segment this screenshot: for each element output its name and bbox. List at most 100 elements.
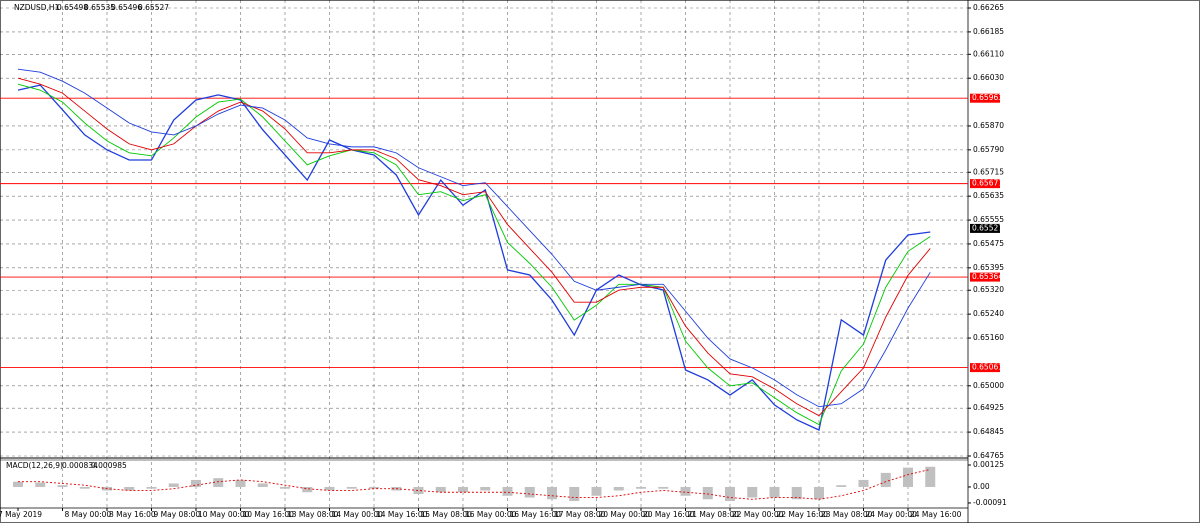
- macd-bar: [636, 486, 646, 489]
- x-tick-label: 8 May 00:00: [65, 510, 112, 519]
- y-tick-label: 0.65715: [973, 167, 1004, 176]
- low: 0.65496: [111, 3, 142, 12]
- y-tick-label: 0.65635: [973, 191, 1004, 200]
- macd-bar: [168, 483, 179, 487]
- current-price-tag: [970, 223, 1000, 233]
- current-price: 0.65527: [972, 223, 1003, 232]
- y-tick-label: 0.65000: [973, 381, 1004, 390]
- macd-bar: [302, 486, 313, 493]
- macd-bar: [747, 486, 758, 498]
- macd-bar: [480, 486, 491, 491]
- x-tick-label: 9 May 08:00: [154, 510, 201, 519]
- y-tick-label: 0.65160: [973, 333, 1004, 342]
- x-tick-label: 13 May 08:00: [287, 510, 339, 519]
- x-tick-label: 14 May 00:00: [332, 510, 384, 519]
- macd-bar: [346, 486, 357, 489]
- macd-bar: [458, 486, 468, 493]
- y-tick-label: 0.64845: [973, 427, 1004, 436]
- macd-bar: [613, 486, 624, 491]
- high: 0.65535: [84, 3, 115, 12]
- level-tag: [970, 179, 1000, 189]
- y-tick-label: 0.65320: [973, 285, 1004, 294]
- close: 0.65527: [138, 3, 169, 12]
- macd-bar: [124, 486, 135, 491]
- y-tick-label: 0.66030: [973, 73, 1004, 82]
- macd-bar: [435, 486, 446, 493]
- y-tick-label: 0.66265: [973, 3, 1004, 12]
- level-tag: [970, 272, 1000, 282]
- moving-average: [17, 83, 931, 426]
- macd-bar: [324, 486, 335, 491]
- macd-bar: [257, 483, 268, 487]
- moving-average: [17, 68, 931, 408]
- level-label: 0.65677: [972, 179, 1003, 188]
- macd-bar: [79, 486, 90, 489]
- level-label: 0.65061: [972, 363, 1003, 372]
- y-tick-label: 0.65240: [973, 309, 1004, 318]
- y-tick-label: 0.65475: [973, 239, 1004, 248]
- open: 0.65498: [57, 3, 88, 12]
- macd-bar: [702, 486, 713, 500]
- symbol: NZDUSD,H1: [14, 3, 60, 12]
- macd-bar: [836, 485, 847, 487]
- x-tick-label: 22 May 00:00: [732, 510, 784, 519]
- y-tick-label: 0.64925: [973, 403, 1004, 412]
- y-tick-label: 0.00125: [973, 460, 1004, 469]
- y-tick-label: 0.00: [973, 482, 990, 491]
- macd-bar: [502, 486, 513, 496]
- y-tick-label: 0.66185: [973, 27, 1004, 36]
- macd-bar: [769, 486, 780, 498]
- macd-signal: 0.000985: [91, 461, 127, 470]
- x-tick-label: 20 May 16:00: [643, 510, 695, 519]
- y-tick-label: 0.65395: [973, 263, 1004, 272]
- x-tick-label: 17 May 08:00: [554, 510, 606, 519]
- macd-bar: [35, 482, 46, 487]
- x-tick-label: 10 May 16:00: [243, 510, 295, 519]
- macd-bar: [858, 479, 869, 487]
- y-tick-label: 0.65790: [973, 145, 1004, 154]
- header: NZDUSD,H1 0.65498 0.65535 0.65496 0.6552…: [14, 3, 169, 12]
- macd-bar: [569, 486, 580, 502]
- macd-bar: [903, 467, 913, 487]
- macd-main: 0.000834: [62, 461, 98, 470]
- macd-bar: [658, 486, 669, 489]
- y-tick-label: 0.65555: [973, 215, 1004, 224]
- x-tick-label: 10 May 00:00: [198, 510, 250, 519]
- macd-bar: [547, 486, 557, 500]
- x-tick-label: 7 May 2019: [0, 510, 42, 519]
- macd-signal-line: [18, 468, 931, 500]
- macd-bar: [191, 479, 201, 487]
- macd-bar: [57, 485, 68, 487]
- macd-label: MACD(12,26,9): [6, 461, 63, 470]
- macd-bar: [524, 486, 535, 498]
- macd-bar: [814, 486, 824, 500]
- macd-bar: [280, 486, 290, 489]
- macd-bar: [591, 486, 602, 496]
- x-tick-label: 20 May 00:00: [599, 510, 651, 519]
- level-label: 0.65364: [972, 272, 1003, 281]
- macd-bar: [369, 486, 379, 489]
- macd-bar: [413, 486, 424, 494]
- x-tick-label: 24 May 00:00: [866, 510, 918, 519]
- macd-bar: [213, 478, 224, 487]
- x-tick-label: 21 May 08:00: [688, 510, 740, 519]
- x-tick-label: 14 May 16:00: [376, 510, 428, 519]
- x-tick-label: 24 May 16:00: [910, 510, 962, 519]
- y-tick-label: 0.66110: [973, 49, 1004, 58]
- macd-bar: [925, 466, 936, 487]
- macd-bar: [880, 472, 891, 487]
- macd-bar: [13, 481, 23, 487]
- macd-bar: [791, 486, 802, 500]
- x-tick-label: 15 May 08:00: [421, 510, 473, 519]
- y-tick-label: -0.00091: [973, 498, 1007, 507]
- macd-bar: [680, 486, 691, 496]
- x-tick-label: 22 May 16:00: [777, 510, 829, 519]
- macd-bar: [146, 486, 157, 489]
- level-label: 0.65963: [972, 93, 1003, 102]
- level-tag: [970, 93, 1000, 103]
- x-tick-label: 8 May 16:00: [109, 510, 156, 519]
- x-tick-label: 23 May 08:00: [821, 510, 873, 519]
- level-tag: [970, 363, 1000, 373]
